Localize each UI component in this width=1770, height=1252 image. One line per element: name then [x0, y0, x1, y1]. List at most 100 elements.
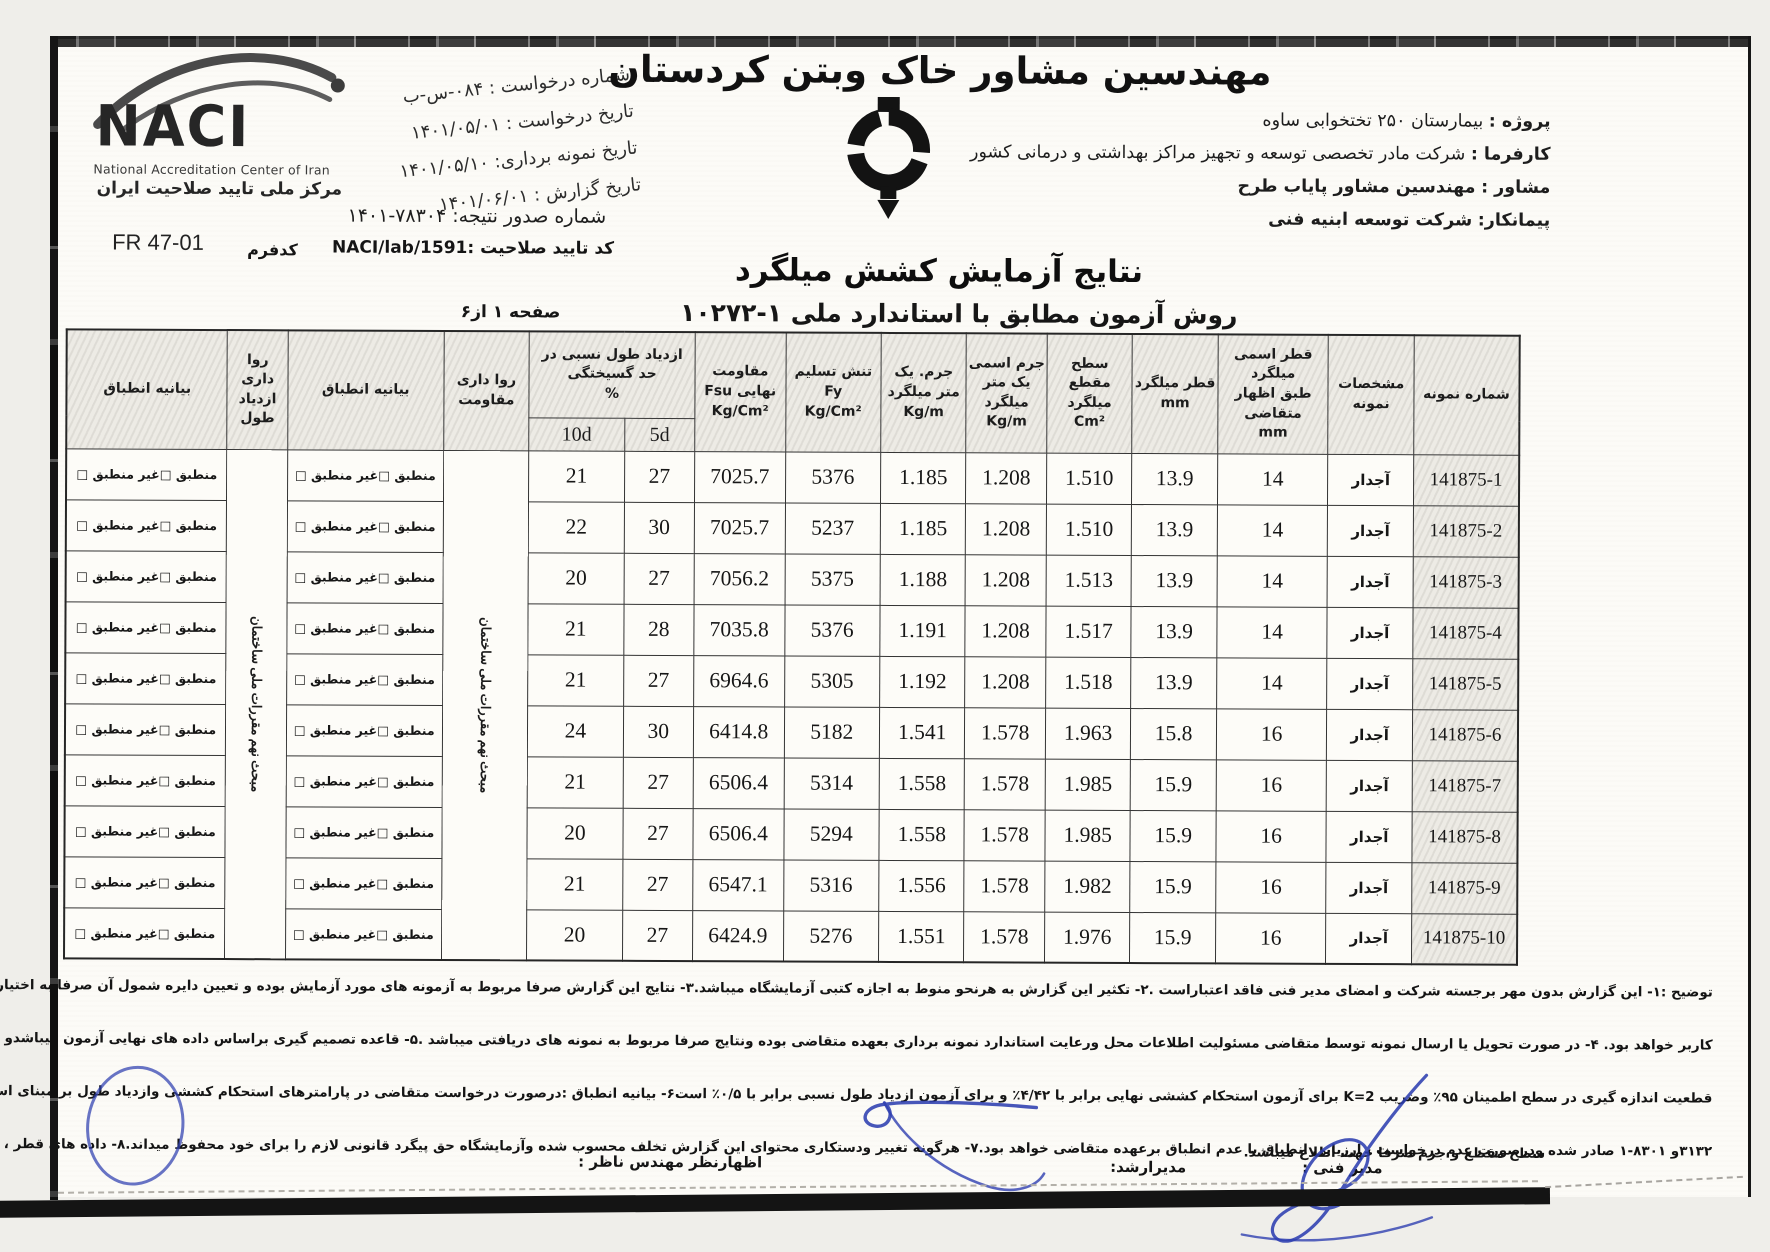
cell-dia: 15.9	[1130, 759, 1217, 811]
cell-fy: 5237	[784, 502, 881, 554]
col-header-spec: مشخصات نمونه	[1328, 334, 1415, 455]
col-header-strength-conformity: بیانیه انطباق	[287, 330, 444, 451]
cell-sample-no: 141875-1	[1413, 454, 1520, 506]
cell-conformity-elongation: منطبق □غیر منطبق □	[66, 448, 228, 501]
page-content: NACI National Accreditation Center of Ir…	[0, 35, 1750, 1243]
cell-fsu: 6547.1	[692, 859, 784, 911]
cell-e10d: 21	[527, 603, 624, 655]
report-method-line: روش آزمون مطابق با استاندارد ملی ۱-۱۰۲۷۲	[680, 298, 1238, 330]
cell-sample-no: 141875-6	[1412, 709, 1519, 761]
paper: NACI National Accreditation Center of Ir…	[0, 35, 1751, 1243]
cell-nominal-dia: 16	[1215, 810, 1327, 862]
sampling-date-label: تاریخ نمونه برداری:	[493, 137, 639, 173]
cell-conformity-strength: منطبق □غیر منطبق □	[285, 908, 442, 960]
cell-mass: 1.551	[878, 910, 965, 963]
cell-area: 1.518	[1045, 656, 1132, 709]
note-last-line: سطح مقطع و جرم صرفا جهت اطلاع میباشد.	[1243, 1144, 1546, 1162]
cell-spec: آجدار	[1327, 453, 1414, 506]
cell-dia: 13.9	[1130, 657, 1217, 709]
cell-nominal-mass: 1.578	[964, 707, 1046, 759]
form-code-value: FR 47-01	[112, 229, 204, 255]
col-header-sample-no: شماره نمونه	[1413, 335, 1520, 455]
cell-area: 1.976	[1044, 911, 1131, 964]
cell-mass: 1.185	[880, 451, 967, 504]
cell-area: 1.517	[1045, 605, 1132, 658]
col-header-5d: 5d	[624, 417, 695, 452]
cell-spec: آجدار	[1327, 657, 1413, 710]
cell-fsu: 7025.7	[694, 502, 785, 554]
request-date-label: تاریخ درخواست :	[504, 100, 635, 135]
cell-fy: 5276	[782, 910, 879, 962]
cell-dia: 13.9	[1131, 453, 1218, 505]
cell-e10d: 22	[528, 501, 625, 553]
request-date-value: ۱۴۰۱/۰۵/۰۱	[410, 114, 502, 144]
cell-e10d: 24	[527, 705, 624, 757]
cell-area: 1.963	[1045, 707, 1131, 760]
cell-spec: آجدار	[1326, 708, 1413, 761]
col-header-nominal-diameter: قطر اسمی میلگرد طبق اظهار متقاضی mm	[1217, 334, 1329, 454]
cell-e10d: 21	[528, 450, 625, 502]
cell-dia: 13.9	[1131, 504, 1218, 556]
table-row: 141875-1 آجدار 14 13.9 1.510 1.208 1.185 5376 70…	[66, 448, 1520, 961]
cell-sample-no: 141875-2	[1413, 505, 1519, 557]
cell-sample-no: 141875-7	[1412, 760, 1518, 812]
cell-conformity-strength: منطبق □غیر منطبق □	[286, 653, 443, 706]
cell-conformity-elongation: منطبق □غیر منطبق □	[65, 499, 227, 552]
col-header-elongation: ازدیاد طول نسبی در حد گسیختگی %	[528, 331, 696, 419]
accreditation-value: NACI/lab/1591	[331, 237, 468, 259]
cell-conformity-strength: منطبق □غیر منطبق □	[285, 857, 442, 910]
accreditation-label: کد تایید صلاحیت :	[467, 238, 615, 259]
cell-e10d: 21	[526, 858, 623, 910]
consultant-line: مشاور : مهندسین مشاور پایاب طرح	[890, 169, 1550, 205]
cell-conformity-elongation: منطبق □غیر منطبق □	[64, 754, 226, 807]
cell-fsu: 6506.4	[693, 757, 784, 809]
cell-e5d: 27	[622, 807, 694, 860]
client-label: کارفرما :	[1470, 144, 1551, 165]
cell-spec: آجدار	[1326, 861, 1412, 914]
form-code-label: کدفرم	[247, 240, 298, 260]
consultant-value: مهندسین مشاور پایاب طرح	[1237, 176, 1476, 198]
client-value: شرکت مادر تخصصی توسعه و تجهیز مراکز بهدا…	[969, 142, 1466, 165]
cell-mass: 1.541	[879, 706, 966, 759]
page-indicator: صفحه ۱ از۶	[460, 302, 561, 323]
cell-nominal-mass: 1.208	[965, 605, 1046, 657]
cell-spec: آجدار	[1327, 504, 1414, 557]
col-header-strength-tolerance: روا داری مقاومت	[443, 331, 530, 451]
cell-e5d: 27	[622, 909, 693, 962]
col-header-mass: جرم. یک متر میلگرد Kg/m	[880, 332, 967, 453]
cell-e5d: 27	[624, 450, 695, 503]
request-number-value: ۰۸۴-س-ب	[401, 78, 485, 108]
cell-nominal-dia: 14	[1217, 453, 1329, 505]
cell-area: 1.513	[1045, 554, 1132, 607]
cell-fsu: 6414.8	[693, 706, 785, 758]
results-table: شماره نمونه مشخصات نمونه قطر اسمی میلگرد…	[62, 328, 1521, 966]
cell-conformity-elongation: منطبق □غیر منطبق □	[64, 907, 226, 960]
cell-fy: 5376	[784, 451, 881, 503]
cell-e10d: 20	[528, 552, 624, 604]
cell-e5d: 30	[623, 705, 694, 758]
cell-conformity-elongation: منطبق □غیر منطبق □	[65, 550, 227, 603]
cell-conformity-elongation: منطبق □غیر منطبق □	[65, 652, 227, 705]
cell-spec: آجدار	[1326, 810, 1413, 863]
cell-conformity-strength: منطبق □غیر منطبق □	[286, 704, 443, 757]
cell-fsu: 7035.8	[693, 604, 785, 656]
cell-conformity-strength: منطبق □غیر منطبق □	[287, 500, 444, 553]
scanner-edge-left	[50, 36, 58, 1200]
cell-e10d: 20	[526, 909, 623, 961]
col-header-yield-stress: تنش تسلیم Fy Kg/Cm²	[785, 332, 882, 452]
result-issue-line: شماره صدور نتیجه: ۷۸۳۰۴-۱۴۰۱	[254, 204, 606, 228]
cell-regulation-reference: مبحث نهم مقررات ملی ساختمان	[441, 450, 529, 961]
cell-dia: 13.9	[1131, 555, 1218, 607]
cell-mass: 1.192	[879, 655, 966, 708]
naci-acronym: NACI	[95, 92, 251, 160]
cell-e5d: 30	[623, 501, 695, 554]
col-header-ultimate-strength: مقاومت نهایی Fsu Kg/Cm²	[694, 332, 786, 452]
cell-dia: 15.9	[1129, 912, 1216, 964]
result-issue-label: شماره صدور نتیجه:	[452, 205, 607, 228]
cell-fy: 5376	[784, 604, 881, 656]
technical-manager-label: مدیر فنی :	[1302, 1158, 1383, 1178]
cell-conformity-strength: منطبق □غیر منطبق □	[286, 602, 443, 655]
project-value: بیمارستان ۲۵۰ تختخوابی ساوه	[1262, 110, 1484, 132]
cell-sample-no: 141875-10	[1411, 913, 1518, 965]
